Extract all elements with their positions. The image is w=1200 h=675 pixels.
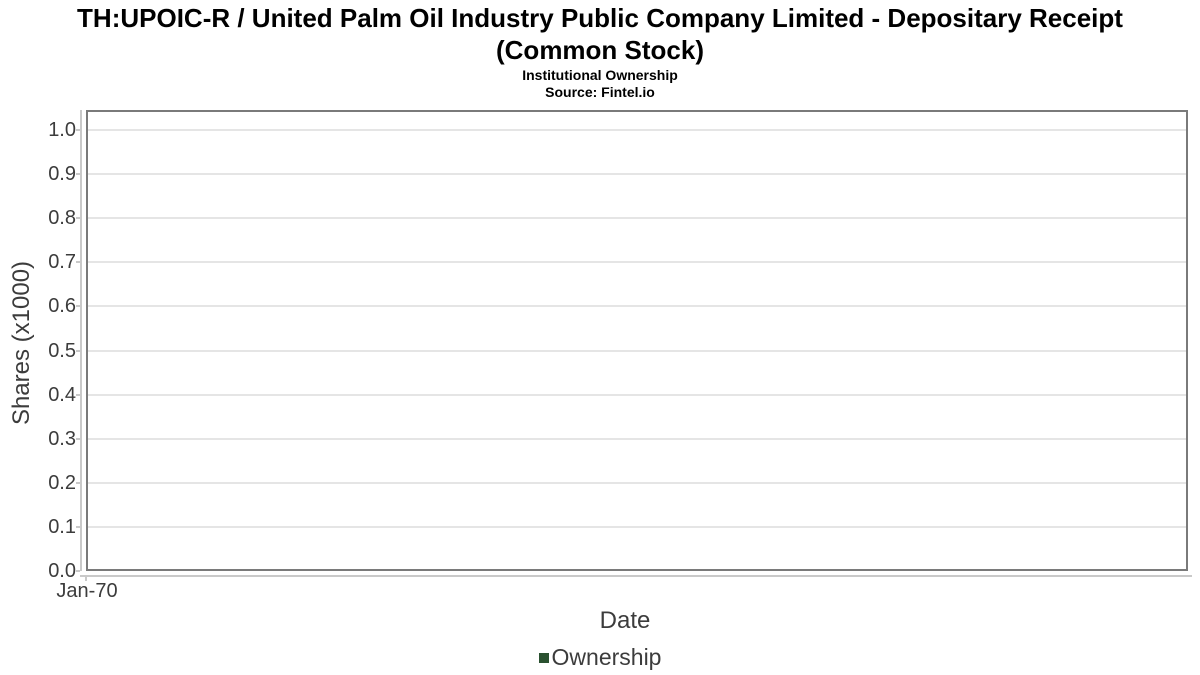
y-tick-label: 0.6 bbox=[48, 295, 76, 318]
gridline bbox=[88, 393, 1186, 396]
gridline bbox=[88, 261, 1186, 264]
y-tick-mark bbox=[76, 437, 80, 440]
legend-item-ownership[interactable]: Ownership bbox=[538, 644, 662, 671]
y-tick-mark bbox=[76, 129, 80, 131]
chart-title-line2: (Common Stock) bbox=[496, 35, 704, 65]
y-tick-label: 0.1 bbox=[48, 515, 76, 538]
gridline bbox=[88, 349, 1186, 352]
gridline bbox=[88, 305, 1186, 308]
y-axis-line bbox=[80, 110, 82, 571]
y-tick-mark bbox=[76, 525, 80, 528]
y-tick-mark bbox=[76, 349, 80, 352]
y-tick-label: 0.3 bbox=[48, 427, 76, 450]
y-tick-label: 1.0 bbox=[48, 119, 76, 141]
y-tick-label: 0.0 bbox=[48, 560, 76, 582]
x-tick-label: Jan-70 bbox=[56, 580, 118, 602]
y-tick-mark bbox=[76, 261, 80, 264]
y-tick-mark bbox=[76, 217, 80, 220]
y-tick-label: 0.2 bbox=[48, 471, 76, 494]
y-tick-label: 0.5 bbox=[48, 339, 76, 362]
legend-label: Ownership bbox=[551, 644, 662, 670]
chart-legend: Ownership bbox=[0, 644, 1200, 671]
y-tick-label: 0.7 bbox=[48, 251, 76, 274]
gridline bbox=[88, 481, 1186, 484]
chart-subtitle: Institutional Ownership bbox=[522, 67, 678, 83]
plot-area bbox=[86, 110, 1188, 571]
y-tick-mark bbox=[76, 173, 80, 176]
y-tick-mark bbox=[76, 481, 80, 484]
legend-marker-icon bbox=[538, 652, 549, 663]
y-tick-mark bbox=[76, 305, 80, 308]
gridline bbox=[88, 217, 1186, 220]
y-tick-label: 0.4 bbox=[48, 383, 76, 406]
y-tick-label: 0.9 bbox=[48, 163, 76, 186]
gridline bbox=[88, 437, 1186, 440]
y-tick-mark bbox=[76, 570, 80, 572]
gridline bbox=[88, 129, 1186, 131]
gridline bbox=[88, 173, 1186, 176]
y-tick-label: 0.8 bbox=[48, 207, 76, 230]
x-axis-line bbox=[80, 575, 1192, 577]
chart-title-line1: TH:UPOIC-R / United Palm Oil Industry Pu… bbox=[77, 3, 1123, 33]
gridline bbox=[88, 525, 1186, 528]
x-tick-mark bbox=[85, 577, 87, 581]
chart-source: Source: Fintel.io bbox=[545, 84, 655, 100]
x-axis-title: Date bbox=[599, 607, 651, 634]
y-tick-mark bbox=[76, 393, 80, 396]
